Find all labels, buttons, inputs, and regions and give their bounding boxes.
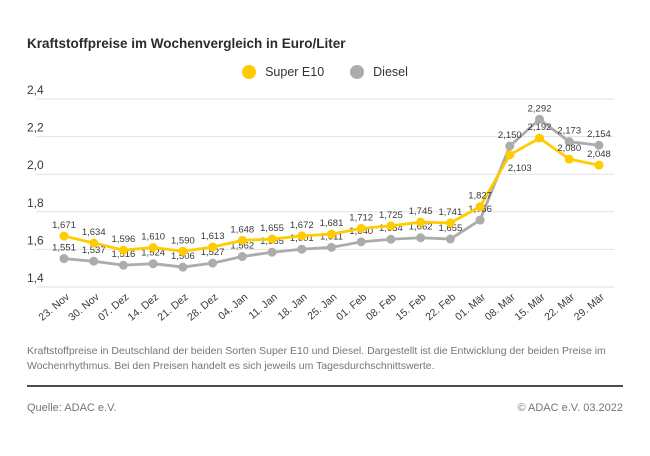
svg-text:2,048: 2,048 xyxy=(587,149,611,160)
svg-text:1,551: 1,551 xyxy=(52,243,76,254)
chart-legend: Super E10 Diesel xyxy=(0,65,650,79)
svg-text:1,527: 1,527 xyxy=(201,247,225,258)
svg-text:2,103: 2,103 xyxy=(508,163,532,174)
fuel-price-line-chart: 2,4 2,2 2,0 1,8 1,6 1,4 1,551 1,537 1,516 1,524 1,… xyxy=(27,85,614,324)
svg-text:2,080: 2,080 xyxy=(557,143,581,154)
legend-label-super-e10: Super E10 xyxy=(265,65,325,79)
footer: Quelle: ADAC e.V. © ADAC e.V. 03.2022 xyxy=(27,402,623,414)
svg-text:28. Dez: 28. Dez xyxy=(185,291,220,323)
svg-text:1,506: 1,506 xyxy=(171,251,195,262)
super-e10-marker-icon xyxy=(242,65,257,79)
svg-text:2,4: 2,4 xyxy=(27,85,44,97)
svg-text:29. Mär: 29. Mär xyxy=(572,291,607,323)
svg-text:1,655: 1,655 xyxy=(260,223,284,234)
svg-text:21. Dez: 21. Dez xyxy=(155,291,190,323)
svg-text:1,745: 1,745 xyxy=(409,206,433,217)
svg-text:1,537: 1,537 xyxy=(82,245,106,256)
diesel-marker-icon xyxy=(350,65,365,79)
svg-text:04. Jan: 04. Jan xyxy=(216,291,250,322)
svg-text:1,590: 1,590 xyxy=(171,235,195,246)
footer-divider xyxy=(27,385,623,387)
svg-text:2,192: 2,192 xyxy=(528,122,552,133)
page-title: Kraftstoffpreise im Wochenvergleich in E… xyxy=(27,36,346,51)
svg-text:1,671: 1,671 xyxy=(52,220,76,231)
svg-text:2,150: 2,150 xyxy=(498,130,522,141)
svg-text:25. Jan: 25. Jan xyxy=(305,291,339,322)
legend-item-super-e10: Super E10 xyxy=(242,65,324,79)
svg-text:1,4: 1,4 xyxy=(27,271,44,285)
svg-text:01. Mär: 01. Mär xyxy=(453,291,488,323)
svg-text:2,292: 2,292 xyxy=(528,103,552,114)
svg-text:15. Feb: 15. Feb xyxy=(394,291,429,323)
svg-text:22. Feb: 22. Feb xyxy=(423,291,458,323)
legend-label-diesel: Diesel xyxy=(373,65,408,79)
svg-text:22. Mär: 22. Mär xyxy=(542,291,577,323)
svg-text:07. Dez: 07. Dez xyxy=(96,291,131,323)
svg-text:1,634: 1,634 xyxy=(82,227,106,238)
svg-text:2,2: 2,2 xyxy=(27,121,44,135)
svg-text:1,655: 1,655 xyxy=(438,223,462,234)
svg-text:08. Feb: 08. Feb xyxy=(364,291,399,323)
copyright-label: © ADAC e.V. 03.2022 xyxy=(517,402,623,414)
svg-text:1,6: 1,6 xyxy=(27,233,44,247)
svg-text:1,648: 1,648 xyxy=(230,224,254,235)
svg-text:1,516: 1,516 xyxy=(112,249,136,260)
legend-item-diesel: Diesel xyxy=(350,65,408,79)
svg-text:1,827: 1,827 xyxy=(468,191,492,202)
svg-text:14. Dez: 14. Dez xyxy=(126,291,161,323)
svg-text:1,712: 1,712 xyxy=(349,212,373,223)
svg-text:1,613: 1,613 xyxy=(201,231,225,242)
chart-description: Kraftstoffpreise in Deutschland der beid… xyxy=(27,345,606,372)
svg-text:1,8: 1,8 xyxy=(27,196,44,210)
svg-text:1,672: 1,672 xyxy=(290,220,314,231)
svg-text:1,610: 1,610 xyxy=(141,232,165,243)
svg-text:18. Jan: 18. Jan xyxy=(276,291,310,322)
svg-text:1,725: 1,725 xyxy=(379,210,403,221)
svg-text:1,596: 1,596 xyxy=(112,234,136,245)
svg-text:2,154: 2,154 xyxy=(587,129,611,140)
svg-text:2,173: 2,173 xyxy=(557,126,581,137)
svg-text:1,741: 1,741 xyxy=(438,207,462,218)
svg-text:11. Jan: 11. Jan xyxy=(246,291,280,322)
svg-text:1,681: 1,681 xyxy=(320,218,344,229)
svg-text:1,524: 1,524 xyxy=(141,248,165,259)
svg-text:23. Nov: 23. Nov xyxy=(36,291,72,324)
svg-text:30. Nov: 30. Nov xyxy=(66,291,102,324)
svg-text:1,562: 1,562 xyxy=(230,241,254,252)
svg-text:1,662: 1,662 xyxy=(409,222,433,233)
source-label: Quelle: ADAC e.V. xyxy=(27,402,117,414)
svg-text:15. Mär: 15. Mär xyxy=(512,291,547,323)
svg-text:2,0: 2,0 xyxy=(27,158,44,172)
svg-text:08. Mär: 08. Mär xyxy=(483,291,518,323)
svg-text:01. Feb: 01. Feb xyxy=(334,291,369,323)
